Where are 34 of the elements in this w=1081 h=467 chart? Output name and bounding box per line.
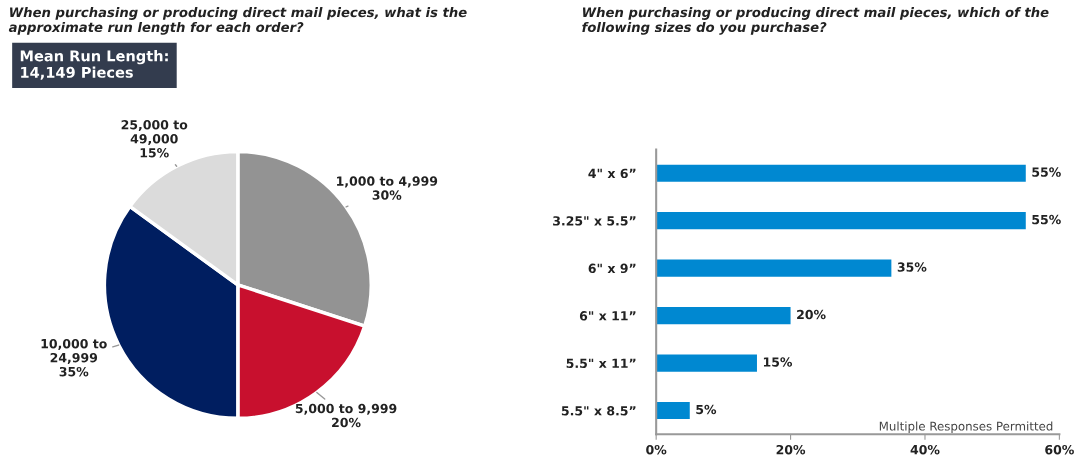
data-label: 35% [897,262,927,272]
chart-title: When purchasing or producing direct mail pieces, what is the approximate run length for each order? [8,7,467,35]
bar [656,354,757,372]
y-tick-label: 6" x 11” [579,311,636,321]
slice-label: 5,000 to 9,999 [295,403,397,415]
data-label: 20% [797,309,826,320]
y-tick-label: 3.25" x 5.5” [553,216,636,226]
y-tick-label: 5.5" x 8.5” [561,406,636,416]
y-tick-label: 6" x 9” [588,263,636,274]
bar [656,402,690,420]
chart-title: When purchasing or producing direct mail pieces, which of the following sizes do you purchase? [582,7,1049,35]
data-label: 55% [1032,214,1061,225]
slice-label: 25,000 to 49,000 [121,120,188,146]
slice-label: 1,000 to 4,999 [337,176,438,188]
x-tick-label: 60% [1045,444,1074,455]
bar [656,307,791,325]
annotation: Multiple Responses Permitted [879,421,1053,433]
data-label: 5% [696,404,717,415]
x-tick-label: 0% [646,444,667,455]
text: Mean Run Length: 14,149 Pieces [20,50,168,80]
data-label: 55% [1032,167,1061,177]
data-label: 20% [332,417,361,428]
y-tick-label: 4" x 6” [588,168,636,179]
data-label: 15% [140,148,169,158]
bar [656,259,892,277]
x-tick-label: 40% [910,444,940,455]
data-label: 15% [763,357,793,367]
y-tick-label: 5.5" x 11” [566,358,636,369]
data-label: 30% [372,190,402,200]
bar [656,164,1026,182]
x-tick-label: 20% [776,444,806,455]
data-label: 35% [59,366,89,377]
slice-label: 10,000 to 24,999 [41,338,107,364]
bar [656,212,1026,230]
